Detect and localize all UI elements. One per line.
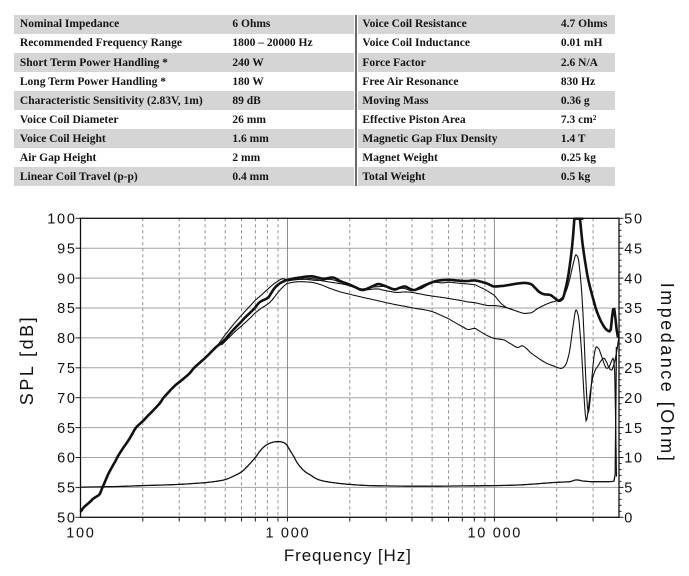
svg-text:10 000: 10 000 <box>468 526 523 542</box>
svg-text:100: 100 <box>47 212 76 228</box>
svg-text:90: 90 <box>57 271 77 287</box>
svg-text:0: 0 <box>624 511 634 527</box>
svg-text:55: 55 <box>57 481 77 497</box>
svg-text:100: 100 <box>66 526 95 542</box>
svg-text:95: 95 <box>57 241 77 257</box>
svg-text:10: 10 <box>624 451 644 467</box>
svg-text:Impedance [Ohm]: Impedance [Ohm] <box>657 283 677 464</box>
svg-text:SPL [dB]: SPL [dB] <box>17 315 37 405</box>
svg-text:70: 70 <box>57 391 77 407</box>
svg-text:25: 25 <box>624 361 644 377</box>
svg-text:15: 15 <box>624 421 644 437</box>
svg-text:35: 35 <box>624 301 644 317</box>
svg-text:Frequency [Hz]: Frequency [Hz] <box>284 546 412 565</box>
svg-text:40: 40 <box>624 271 644 287</box>
svg-text:50: 50 <box>57 511 77 527</box>
svg-text:75: 75 <box>57 361 77 377</box>
svg-text:50: 50 <box>624 212 644 228</box>
svg-text:20: 20 <box>624 391 644 407</box>
svg-text:1 000: 1 000 <box>265 526 310 542</box>
svg-text:30: 30 <box>624 331 644 347</box>
svg-text:80: 80 <box>57 331 77 347</box>
svg-text:60: 60 <box>57 451 77 467</box>
svg-text:5: 5 <box>624 481 634 497</box>
svg-text:65: 65 <box>57 421 77 437</box>
svg-text:85: 85 <box>57 301 77 317</box>
svg-text:45: 45 <box>624 241 644 257</box>
